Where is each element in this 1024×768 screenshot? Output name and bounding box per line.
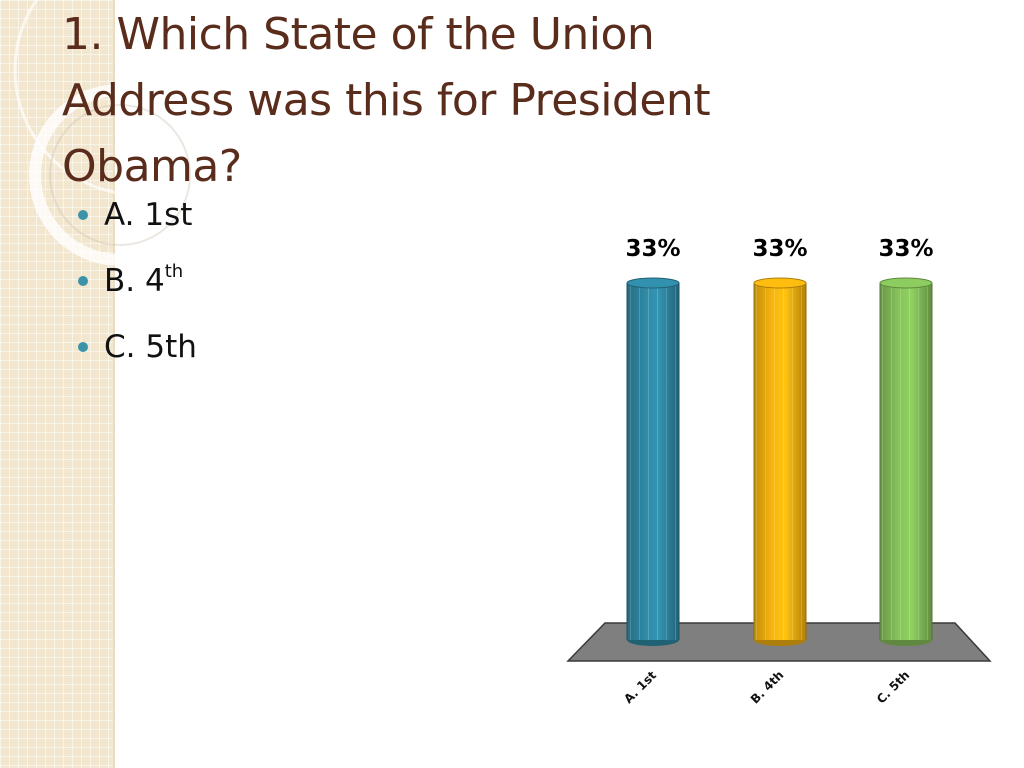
bar-3 <box>879 277 933 646</box>
answer-a-label: A. 1st <box>104 197 193 233</box>
answer-a: A. 1st <box>72 190 197 256</box>
bar-2 <box>753 277 807 646</box>
answer-b-label: B. 4 <box>104 263 165 299</box>
category-label-1: A. 1st <box>621 668 659 706</box>
answer-c-label: C. 5th <box>104 329 197 365</box>
bullet-icon <box>78 210 88 220</box>
bullet-icon <box>78 276 88 286</box>
answer-c: C. 5th <box>72 322 197 388</box>
answer-list: A. 1st B. 4th C. 5th <box>72 190 197 388</box>
data-label-2: 33% <box>752 236 807 262</box>
answer-b-superscript: th <box>164 261 184 282</box>
answer-b: B. 4th <box>72 256 197 322</box>
slide-title: 1. Which State of the Union Address was … <box>62 9 711 192</box>
category-label-2: B. 4th <box>748 668 787 707</box>
bullet-icon <box>78 342 88 352</box>
category-label-3: C. 5th <box>874 668 912 706</box>
bar-1 <box>626 277 680 646</box>
data-label-1: 33% <box>625 236 680 262</box>
data-label-3: 33% <box>878 236 933 262</box>
